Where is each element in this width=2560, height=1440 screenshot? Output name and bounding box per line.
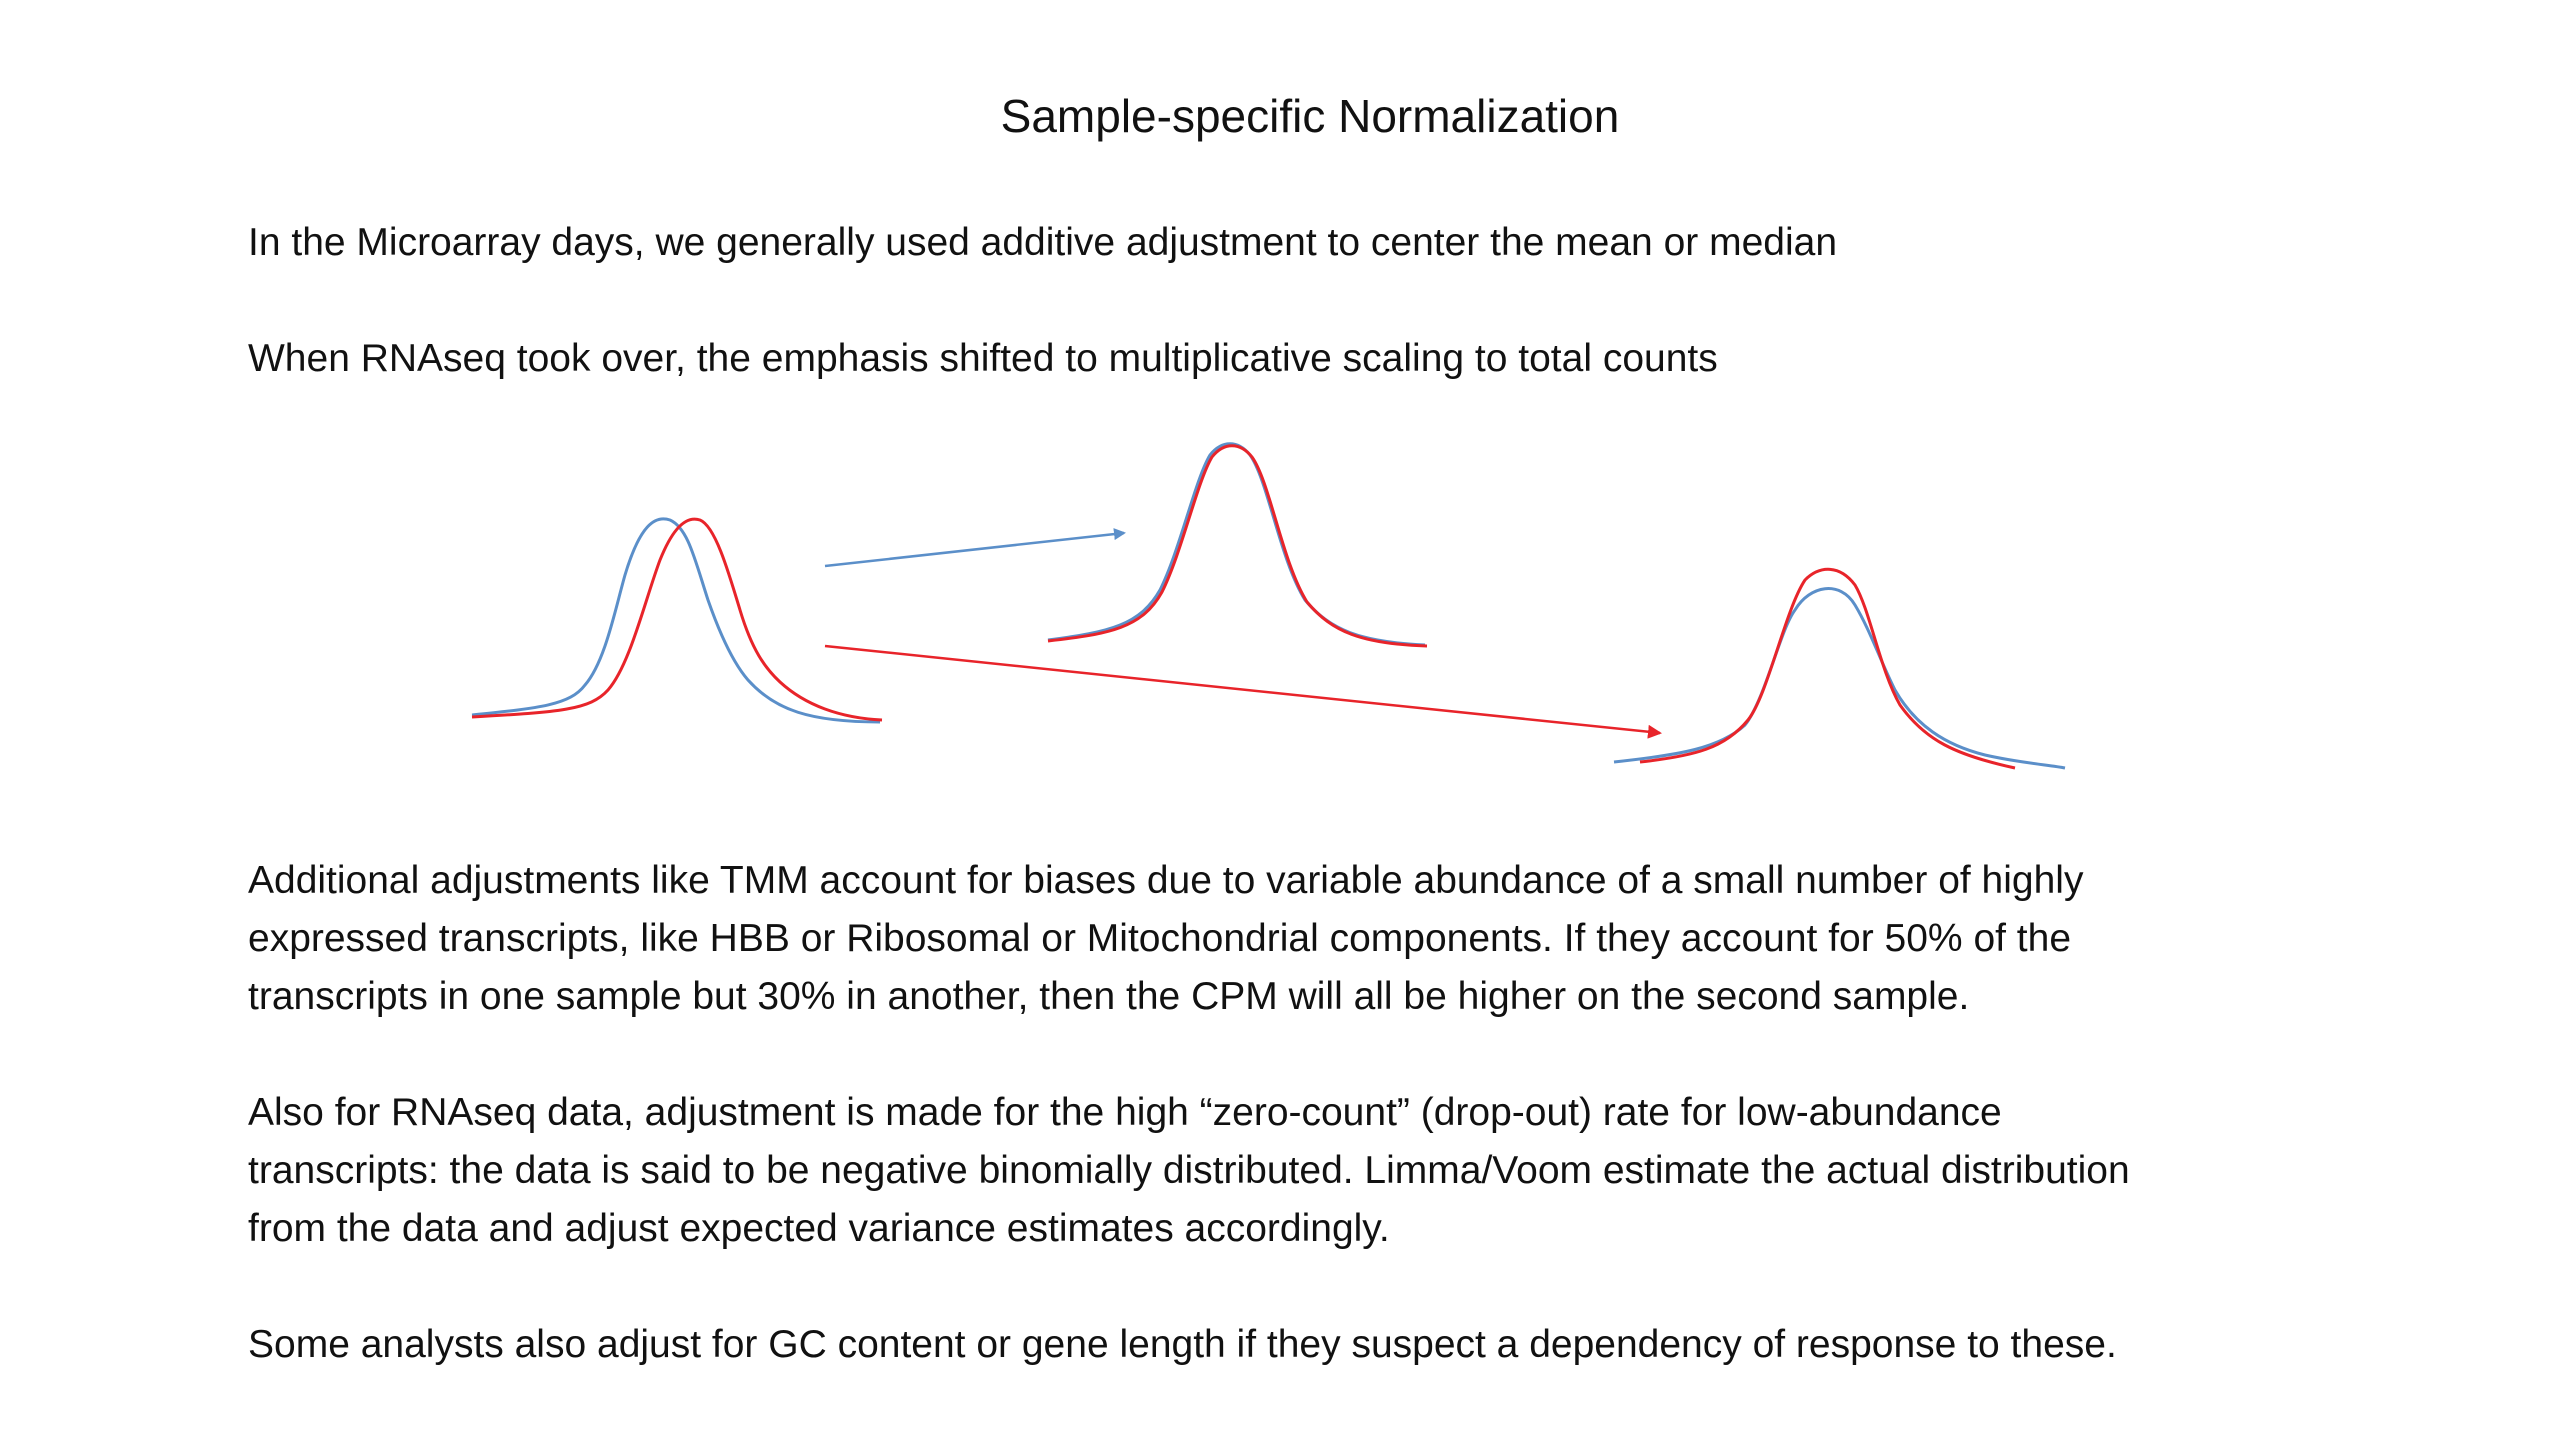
text-line: transcripts: the data is said to be nega…	[248, 1149, 2130, 1192]
paragraph-gc-content: Some analysts also adjust for GC content…	[248, 1316, 2488, 1374]
text-line: Additional adjustments like TMM account …	[248, 859, 2084, 902]
red-bell-curve-left	[471, 517, 883, 722]
blue-bell-curve-right	[1613, 587, 2066, 770]
paragraph-zero-count: Also for RNAseq data, adjustment is made…	[248, 1084, 2488, 1258]
arrow-to-top-curves	[824, 528, 1126, 568]
unnormalized-curves	[471, 517, 883, 724]
text-line: from the data and adjust expected varian…	[248, 1207, 1390, 1250]
red-bell-curve-right	[1639, 567, 2016, 770]
text-line: In the Microarray days, we generally use…	[248, 221, 1838, 264]
paragraph-microarray: In the Microarray days, we generally use…	[248, 214, 2488, 272]
red-bell-curve-top	[1047, 444, 1428, 648]
blue-bell-curve-left	[471, 517, 881, 724]
text-line: Some analysts also adjust for GC content…	[248, 1323, 2117, 1366]
text-line: transcripts in one sample but 30% in ano…	[248, 975, 1970, 1018]
arrow-to-bottom-curves	[824, 644, 1662, 739]
text-line: Also for RNAseq data, adjustment is made…	[248, 1091, 2002, 1134]
text-line: When RNAseq took over, the emphasis shif…	[248, 337, 1718, 380]
multiplicative-scaled-curves	[1613, 567, 2066, 770]
slide-title: Sample-specific Normalization	[1000, 90, 1620, 142]
paragraph-rnaseq: When RNAseq took over, the emphasis shif…	[248, 330, 2488, 388]
additive-adjusted-curves	[1047, 442, 1428, 648]
paragraph-tmm: Additional adjustments like TMM account …	[248, 852, 2488, 1026]
text-line: expressed transcripts, like HBB or Ribos…	[248, 917, 2072, 960]
blue-bell-curve-top	[1047, 442, 1426, 647]
